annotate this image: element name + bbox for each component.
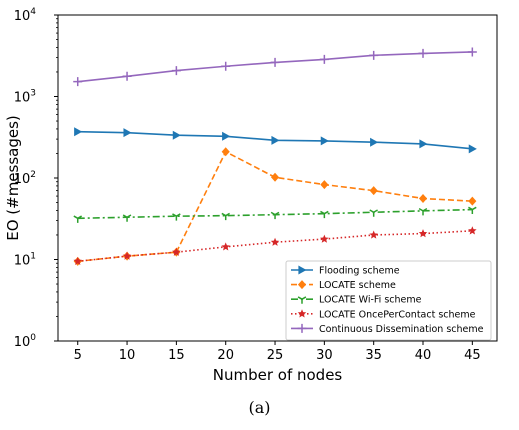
x-tick-label: 40: [415, 348, 432, 363]
figure-caption: (a): [248, 398, 271, 417]
legend-label: Continuous Dissemination scheme: [319, 324, 484, 335]
x-tick-label: 20: [217, 348, 234, 363]
data-point: [172, 247, 181, 256]
x-tick-label: 5: [74, 348, 82, 363]
data-point: [369, 230, 378, 239]
data-point: [73, 215, 83, 223]
series-group: [73, 147, 477, 266]
legend-label: Flooding scheme: [319, 266, 400, 277]
x-tick-label: 15: [168, 348, 185, 363]
data-point: [298, 265, 307, 275]
data-point: [172, 213, 181, 221]
data-point: [369, 209, 378, 217]
data-point: [122, 251, 132, 260]
data-point: [221, 242, 230, 251]
data-point: [370, 137, 379, 147]
data-point: [468, 226, 477, 235]
x-tick-label: 35: [365, 348, 382, 363]
x-axis-title: Number of nodes: [213, 366, 343, 384]
y-tick-label: 103: [14, 89, 36, 106]
legend-label: LOCATE scheme: [319, 280, 396, 291]
data-point: [297, 296, 307, 304]
series-layer: [73, 47, 477, 266]
y-tick-label: 104: [14, 7, 37, 24]
x-axis: 5 10 15 20 25 30 35 40 45: [74, 341, 481, 363]
data-point: [73, 256, 83, 265]
data-point: [122, 214, 132, 222]
y-tick-label: 101: [14, 252, 36, 269]
series-group: [73, 206, 477, 223]
legend-box: [285, 260, 492, 341]
data-point: [297, 280, 307, 290]
series-group: [74, 127, 477, 154]
data-point: [369, 50, 379, 60]
y-tick-label: 102: [14, 170, 36, 187]
data-point: [468, 144, 477, 154]
data-point: [222, 131, 231, 141]
data-point: [171, 66, 181, 76]
x-tick-label: 30: [316, 348, 333, 363]
data-point: [418, 229, 428, 238]
data-point: [320, 136, 329, 146]
data-point: [122, 71, 132, 81]
data-point: [418, 48, 428, 58]
data-point: [468, 206, 477, 215]
series-group: [73, 226, 477, 265]
data-point: [270, 57, 280, 67]
data-point: [369, 186, 378, 196]
data-point: [467, 47, 477, 57]
data-point: [270, 211, 280, 220]
data-point: [320, 234, 329, 243]
series-group: [73, 47, 477, 87]
y-axis-title: EO (#messages): [4, 115, 22, 241]
data-point: [270, 172, 280, 182]
data-point: [418, 194, 428, 204]
data-point: [221, 61, 231, 71]
data-point: [319, 54, 329, 64]
x-tick-label: 45: [464, 348, 481, 363]
data-point: [221, 212, 230, 221]
data-point: [172, 130, 181, 140]
data-point: [320, 180, 329, 190]
data-point: [418, 207, 428, 216]
y-tick-label: 100: [14, 333, 37, 350]
data-point: [468, 196, 477, 206]
data-point: [270, 237, 280, 246]
data-point: [297, 309, 307, 318]
data-point: [221, 147, 230, 157]
legend-label: LOCATE OncePerContact scheme: [319, 309, 476, 320]
legend: Flooding scheme LOCATE scheme LOCATE Wi-Fi…: [285, 260, 492, 341]
x-tick-label: 25: [267, 348, 284, 363]
data-point: [123, 128, 132, 138]
legend-label: LOCATE Wi-Fi scheme: [319, 295, 422, 306]
line-chart: 5 10 15 20 25 30 35 40 45 100 101 102 103 104 Number…: [4, 7, 498, 384]
data-point: [320, 210, 329, 219]
series-line: [77, 229, 473, 263]
series-line: [77, 150, 473, 263]
y-axis: 100 101 102 103 104: [14, 7, 58, 350]
data-point: [297, 323, 307, 333]
data-point: [73, 77, 83, 87]
data-point: [74, 127, 83, 137]
data-point: [271, 135, 280, 145]
x-tick-label: 10: [119, 348, 136, 363]
data-point: [419, 139, 428, 149]
